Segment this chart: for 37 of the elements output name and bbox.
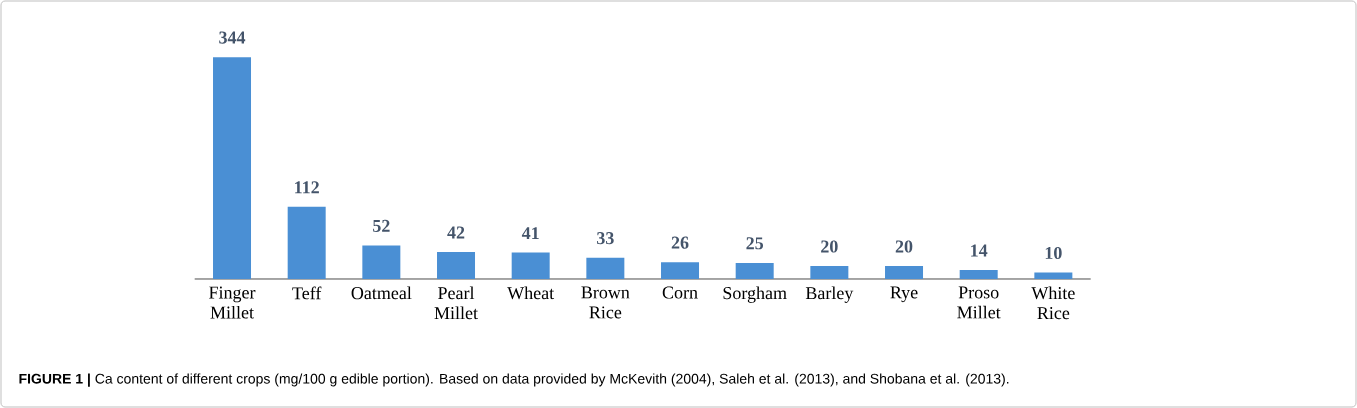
x-tick-label: Teff [292,286,322,300]
x-tick-label: Brown Rice [581,286,630,319]
x-tick-label: White Rice [1031,286,1075,320]
bar [959,269,998,279]
bar [437,251,476,279]
bar [511,252,550,279]
text: FIGURE 1 | Ca content of different crops (mg/100 g edible portion). Based on data provided by McKevith (2004), Saleh et al. (2013), and Shobana et al. (2013). [19,373,1009,387]
x-tick-label: Rye [890,286,918,303]
data-label: 14 [971,244,988,257]
bar [586,257,625,279]
bar [287,206,326,279]
data-label: 20 [895,240,913,253]
data-label: 52 [373,219,390,232]
bar [1034,272,1073,279]
bar [362,245,401,279]
x-tick-label: Finger Millet [209,286,256,319]
data-label: 25 [746,237,764,250]
data-label: 41 [521,227,539,240]
bar [213,57,252,279]
data-label: 42 [447,226,465,239]
data-label: 20 [821,240,838,253]
bar [810,266,849,279]
x-tick-label: Sorgham [723,286,787,303]
data-label: 26 [671,236,689,249]
bar [885,266,924,279]
x-tick-label: Proso Millet [957,286,1001,319]
data-label: 10 [1045,246,1062,260]
x-tick-label: Barley [805,286,854,303]
x-tick-label: Pearl Millet [434,286,478,320]
data-label: 33 [597,232,614,245]
data-label: 344 [219,31,246,44]
x-tick-label: Oatmeal [351,286,412,300]
x-tick-label: Wheat [507,286,555,300]
bar [661,262,700,279]
data-label: 112 [295,181,319,194]
bar [735,262,774,279]
x-tick-label: Corn [662,286,698,299]
